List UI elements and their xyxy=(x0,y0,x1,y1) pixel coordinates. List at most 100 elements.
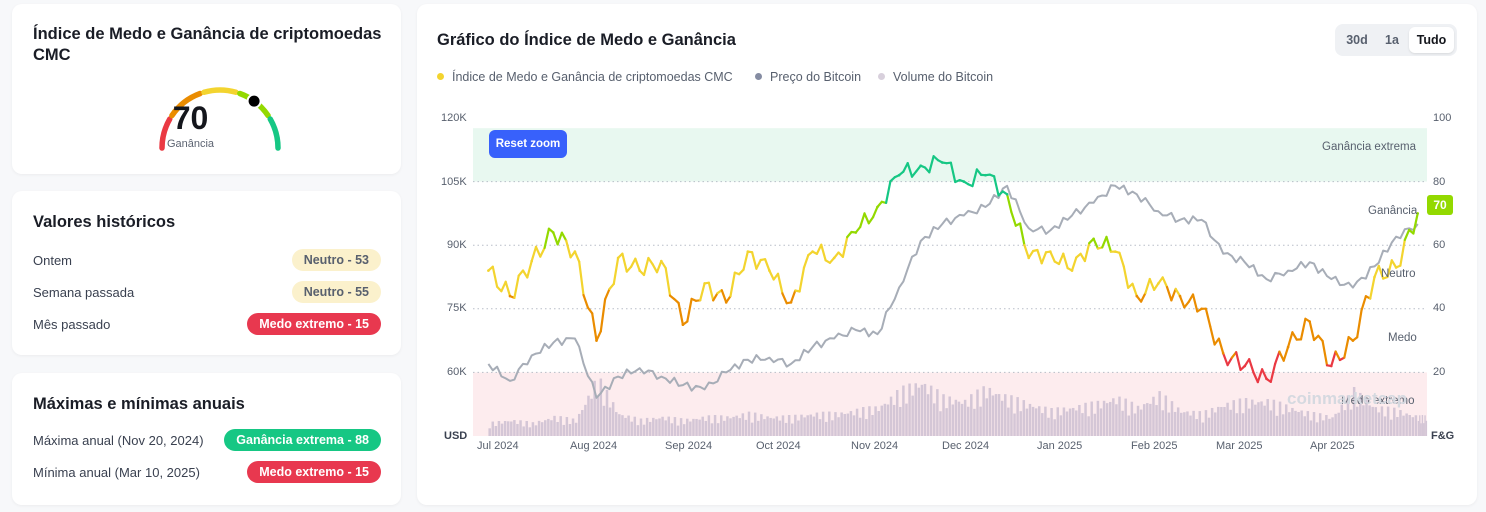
fear-greed-line-segment xyxy=(608,282,615,291)
volume-bar xyxy=(655,419,658,436)
fear-greed-line-segment xyxy=(1248,358,1255,374)
fear-greed-chart[interactable] xyxy=(417,4,1477,505)
y-tick-right: 60 xyxy=(1433,239,1446,251)
volume-bar xyxy=(682,424,686,436)
volume-bar xyxy=(1359,392,1362,436)
fear-greed-point xyxy=(508,294,512,298)
fear-greed-line-segment xyxy=(1122,265,1130,289)
volume-bar xyxy=(1022,400,1026,436)
fear-greed-point xyxy=(660,259,663,263)
volume-bar xyxy=(895,390,899,436)
fear-greed-line-segment xyxy=(1377,264,1385,280)
volume-bar xyxy=(877,411,880,436)
volume-bar xyxy=(531,422,535,436)
zone-label-greed: Ganância xyxy=(1368,205,1418,217)
legend-label: Índice de Medo e Ganância de criptomoeda… xyxy=(452,70,733,84)
volume-bar xyxy=(892,404,896,436)
volume-bar xyxy=(568,424,572,436)
volume-bar xyxy=(760,414,763,436)
fear-greed-line-segment xyxy=(1252,371,1259,384)
volume-bar xyxy=(624,417,627,436)
volume-bar xyxy=(704,420,708,436)
volume-bar xyxy=(599,378,603,436)
volume-bar xyxy=(735,415,738,436)
volume-bar xyxy=(1235,413,1239,436)
volume-bar xyxy=(1340,404,1344,436)
fear-greed-line-segment xyxy=(841,236,849,258)
volume-bar xyxy=(1355,406,1359,436)
fear-greed-point xyxy=(897,173,901,177)
fear-greed-line-segment xyxy=(655,260,663,274)
volume-bar xyxy=(701,416,704,436)
volume-bar xyxy=(982,386,985,436)
volume-bar xyxy=(831,420,834,436)
volume-bar xyxy=(488,428,491,436)
volume-bar xyxy=(855,408,859,436)
volume-bar xyxy=(1152,396,1155,436)
volume-bar xyxy=(692,418,695,436)
volume-bar xyxy=(670,423,674,436)
fear-greed-line-segment xyxy=(556,231,563,246)
fear-greed-line-segment xyxy=(1131,282,1138,298)
volume-bar xyxy=(945,408,948,436)
volume-bar xyxy=(1386,406,1390,436)
volume-bar xyxy=(1207,417,1211,436)
fear-greed-line-segment xyxy=(513,274,520,299)
volume-bar xyxy=(1195,419,1198,436)
fear-greed-point xyxy=(941,161,944,164)
fear-greed-line-segment xyxy=(1049,250,1056,263)
extreme-greed-zone xyxy=(473,128,1427,182)
volume-bar xyxy=(1251,399,1254,436)
volume-bar xyxy=(1183,412,1186,436)
volume-bar xyxy=(1167,412,1171,436)
volume-bar xyxy=(605,389,609,436)
fear-greed-line-segment xyxy=(586,306,594,315)
volume-bar xyxy=(1346,395,1350,436)
annual-row-label: Máxima anual (Nov 20, 2024) xyxy=(33,433,204,448)
fear-greed-line-segment xyxy=(742,250,749,271)
volume-bar xyxy=(587,395,590,436)
fear-greed-line-segment xyxy=(491,265,499,288)
range-button-tudo[interactable]: Tudo xyxy=(1409,27,1454,53)
volume-bar xyxy=(1164,395,1168,436)
fear-greed-line-segment xyxy=(949,161,957,184)
volume-bar xyxy=(1306,411,1310,436)
volume-bar xyxy=(1244,397,1248,436)
btc-price-line xyxy=(487,184,1419,399)
chart-title: Gráfico do Índice de Medo e Ganância xyxy=(437,31,736,49)
fear-greed-line-segment xyxy=(1222,352,1229,367)
y-tick-left: 75K xyxy=(447,302,467,314)
volume-bar xyxy=(985,398,988,436)
volume-bar xyxy=(1402,415,1405,436)
volume-bar xyxy=(648,421,652,436)
fear-greed-line-segment xyxy=(642,256,650,277)
fear-greed-line-segment xyxy=(1282,345,1290,362)
x-tick: Apr 2025 xyxy=(1310,440,1355,452)
volume-bar xyxy=(1121,410,1124,436)
fear-greed-line-segment xyxy=(543,227,550,249)
range-button-1a[interactable]: 1a xyxy=(1385,33,1399,47)
volume-bar xyxy=(769,417,772,436)
volume-bar xyxy=(510,421,513,436)
volume-bar xyxy=(1377,412,1381,436)
fear-greed-point xyxy=(919,164,922,167)
volume-bar xyxy=(1210,407,1214,436)
x-tick: Mar 2025 xyxy=(1216,440,1263,452)
volume-bar xyxy=(1334,413,1337,436)
volume-bar xyxy=(766,416,769,436)
legend-item-btc-price[interactable]: Preço do Bitcoin xyxy=(755,70,861,84)
fear-greed-line-segment xyxy=(1083,242,1091,263)
history-row-label: Ontem xyxy=(33,253,73,268)
volume-bar xyxy=(954,399,958,436)
fear-greed-line-segment xyxy=(1403,228,1411,241)
reset-zoom-button[interactable]: Reset zoom xyxy=(489,130,567,158)
volume-bar xyxy=(849,411,853,436)
legend-item-fear-greed[interactable]: Índice de Medo e Ganância de criptomoeda… xyxy=(437,70,733,84)
fear-greed-line-segment xyxy=(565,239,572,259)
range-button-30d[interactable]: 30d xyxy=(1346,33,1368,47)
fear-greed-line-segment xyxy=(591,312,598,342)
volume-bar xyxy=(571,418,575,436)
volume-bar xyxy=(1115,404,1118,436)
legend-item-btc-volume[interactable]: Volume do Bitcoin xyxy=(878,70,993,84)
fear-greed-line-segment xyxy=(500,280,507,293)
